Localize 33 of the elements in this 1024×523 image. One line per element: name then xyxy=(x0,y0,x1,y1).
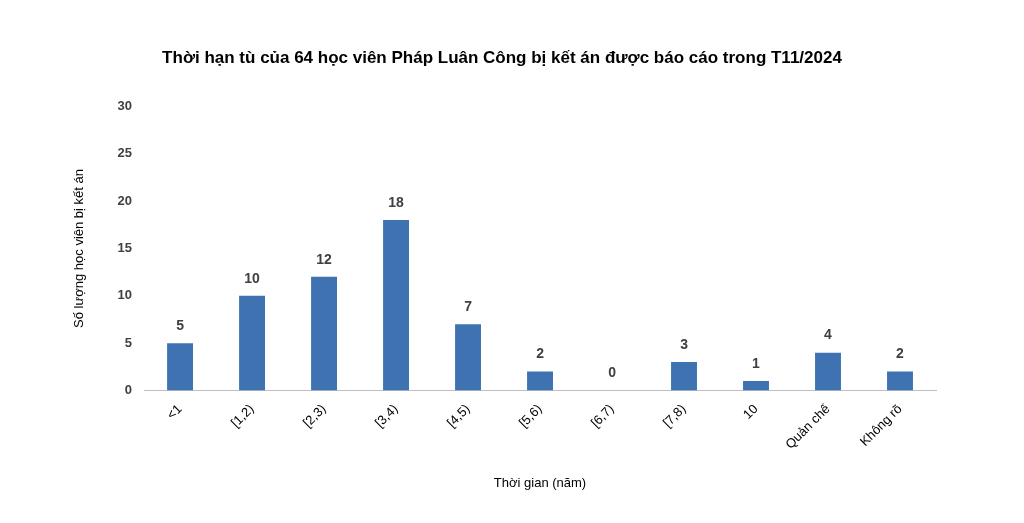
bar xyxy=(311,276,338,391)
x-tick-label: <1 xyxy=(163,401,185,423)
y-tick-label: 10 xyxy=(117,287,133,303)
y-tick-label: 5 xyxy=(124,334,133,350)
bar xyxy=(815,352,841,391)
data-label: 7 xyxy=(464,298,473,315)
y-tick-label: 30 xyxy=(117,97,133,113)
y-tick-label: 15 xyxy=(117,240,133,256)
data-label: 1 xyxy=(752,354,761,371)
data-label: 5 xyxy=(176,317,185,334)
y-tick-label: 0 xyxy=(124,382,133,398)
y-axis-title: Số lượng học viên bị kết án xyxy=(71,169,87,328)
data-label: 2 xyxy=(536,345,545,362)
bar xyxy=(743,381,769,391)
bar xyxy=(887,371,913,391)
data-label: 12 xyxy=(316,250,333,267)
data-label: 10 xyxy=(244,269,261,286)
bar xyxy=(671,362,697,391)
data-label: 3 xyxy=(680,335,689,352)
y-tick-label: 25 xyxy=(117,145,133,161)
data-label: 2 xyxy=(896,345,905,362)
x-tick-label: 10 xyxy=(739,401,761,422)
bar xyxy=(527,371,553,391)
data-label: 0 xyxy=(608,364,617,381)
y-tick-label: 20 xyxy=(117,192,133,208)
bar xyxy=(239,295,266,391)
data-label: 4 xyxy=(824,326,833,343)
bar xyxy=(167,343,194,391)
chart-title: Thời hạn tù của 64 học viên Pháp Luân Công bị kết án được báo cáo trong T11/2024 xyxy=(162,47,843,67)
x-axis-title: Thời gian (năm) xyxy=(493,474,587,490)
data-label: 18 xyxy=(388,193,405,210)
bar xyxy=(455,324,481,391)
bar xyxy=(383,220,409,391)
